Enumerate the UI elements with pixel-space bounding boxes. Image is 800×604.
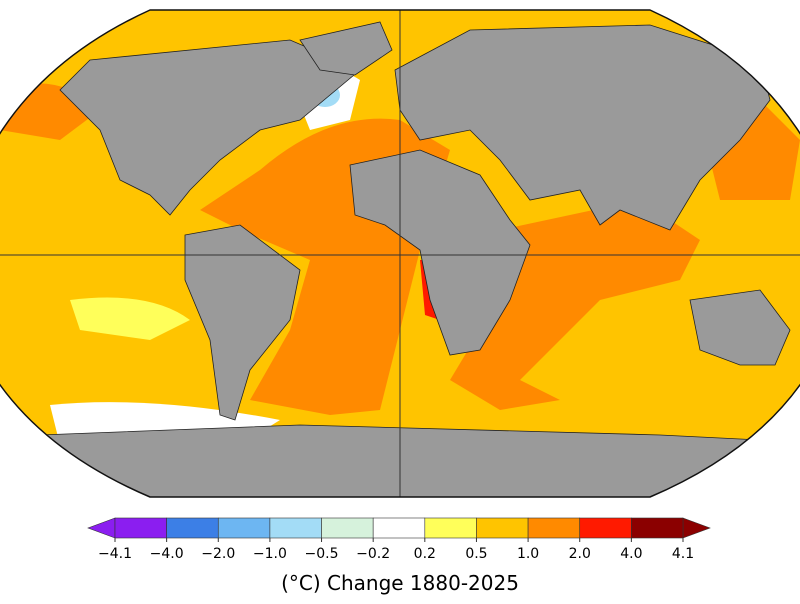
colorbar-label: 1.0: [517, 546, 539, 562]
colorbar: −4.1 −4.0 −2.0 −1.0 −0.5 −0.2 0.2 0.5 1.0 2.0 4.0 4…: [87, 517, 711, 562]
colorbar-label: 4.0: [620, 546, 642, 562]
colorbar-label: −2.0: [201, 546, 235, 562]
colorbar-label: −0.5: [305, 546, 339, 562]
colorbar-swatch: [114, 517, 167, 539]
colorbar-label: −1.0: [253, 546, 287, 562]
south-america: [184, 224, 301, 421]
colorbar-swatch: [166, 517, 219, 539]
colorbar-swatch: [269, 517, 322, 539]
colorbar-swatch: [631, 517, 684, 539]
colorbar-end: [87, 517, 116, 539]
colorbar-label: 4.1: [672, 546, 694, 562]
colorbar-swatch: [217, 517, 271, 539]
colorbar-swatch: [476, 517, 529, 539]
caption: (°C) Change 1880-2025: [281, 571, 519, 595]
map: [0, 10, 800, 497]
colorbar-swatch: [321, 517, 374, 539]
greenland: [299, 21, 393, 76]
colorbar-label: −4.0: [150, 546, 184, 562]
colorbar-end: [682, 517, 711, 539]
colorbar-label: −0.2: [356, 546, 390, 562]
colorbar-swatch: [424, 517, 477, 539]
australia: [689, 289, 791, 366]
colorbar-swatch: [527, 517, 581, 539]
colorbar-swatch: [579, 517, 632, 539]
colorbar-label: −4.1: [98, 546, 132, 562]
africa: [349, 149, 531, 356]
colorbar-label: 0.2: [414, 546, 436, 562]
mild-region: [70, 297, 190, 340]
colorbar-label: 0.5: [465, 546, 487, 562]
colorbar-swatch: [372, 517, 426, 539]
map-border: [0, 9, 800, 498]
colorbar-label: 2.0: [569, 546, 591, 562]
